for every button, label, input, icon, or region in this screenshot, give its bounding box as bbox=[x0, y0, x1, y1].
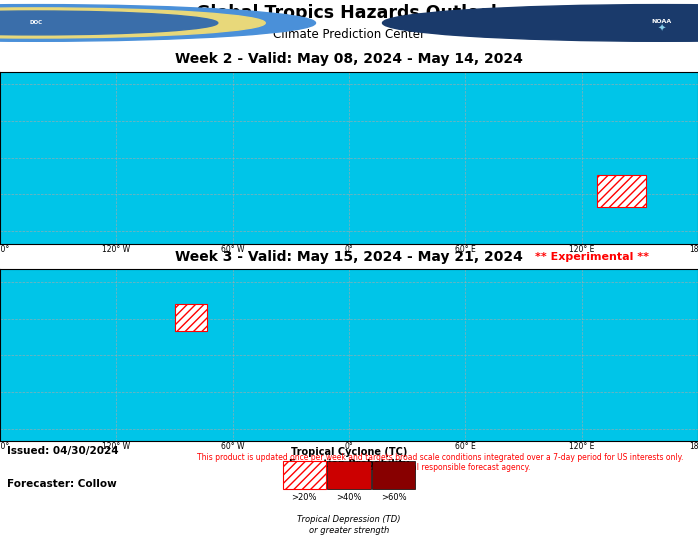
Circle shape bbox=[0, 8, 265, 38]
Text: This product is updated once per week and targets broad scale conditions integra: This product is updated once per week an… bbox=[197, 453, 683, 472]
Text: DOC: DOC bbox=[30, 21, 43, 25]
Text: 180°: 180° bbox=[689, 442, 698, 451]
Text: Global Tropics Hazards Outlook: Global Tropics Hazards Outlook bbox=[196, 4, 502, 22]
Text: 60° W: 60° W bbox=[221, 442, 244, 451]
Text: Week 3 - Valid: May 15, 2024 - May 21, 2024: Week 3 - Valid: May 15, 2024 - May 21, 2… bbox=[175, 249, 523, 264]
Text: 0°: 0° bbox=[345, 442, 353, 451]
Text: 60° W: 60° W bbox=[221, 245, 244, 254]
Text: NOAA: NOAA bbox=[651, 18, 672, 24]
Text: 180°: 180° bbox=[0, 245, 9, 254]
Text: >20%: >20% bbox=[292, 492, 317, 502]
Text: Climate Prediction Center: Climate Prediction Center bbox=[273, 29, 425, 42]
Bar bbox=[327, 461, 371, 489]
Text: 0°: 0° bbox=[345, 245, 353, 254]
Text: 120° W: 120° W bbox=[103, 442, 131, 451]
Text: Week 2 - Valid: May 08, 2024 - May 14, 2024: Week 2 - Valid: May 08, 2024 - May 14, 2… bbox=[175, 52, 523, 66]
Text: >40%: >40% bbox=[336, 492, 362, 502]
Bar bbox=[597, 175, 646, 207]
Bar bbox=[372, 461, 415, 489]
Bar bbox=[597, 175, 646, 207]
Text: ✦: ✦ bbox=[658, 23, 666, 33]
Text: ** Experimental **: ** Experimental ** bbox=[535, 252, 649, 261]
Bar bbox=[283, 461, 326, 489]
Text: 180°: 180° bbox=[689, 245, 698, 254]
Text: 60° E: 60° E bbox=[455, 442, 476, 451]
Text: 60° E: 60° E bbox=[455, 245, 476, 254]
Text: Forecaster: Collow: Forecaster: Collow bbox=[7, 479, 117, 489]
Text: Issued: 04/30/2024: Issued: 04/30/2024 bbox=[7, 446, 119, 456]
Text: 180°: 180° bbox=[0, 442, 9, 451]
Text: 120° E: 120° E bbox=[569, 442, 595, 451]
Text: >60%: >60% bbox=[381, 492, 406, 502]
Text: Tropical Depression (TD)
or greater strength: Tropical Depression (TD) or greater stre… bbox=[297, 515, 401, 535]
Circle shape bbox=[383, 5, 698, 42]
Text: 120° W: 120° W bbox=[103, 245, 131, 254]
Text: 120° E: 120° E bbox=[569, 245, 595, 254]
Bar bbox=[283, 461, 326, 489]
Bar bbox=[174, 304, 207, 331]
Circle shape bbox=[0, 5, 315, 42]
Circle shape bbox=[0, 11, 218, 35]
Bar bbox=[174, 304, 207, 331]
Text: Tropical Cyclone (TC)
Formation Probability: Tropical Cyclone (TC) Formation Probabil… bbox=[289, 447, 409, 469]
